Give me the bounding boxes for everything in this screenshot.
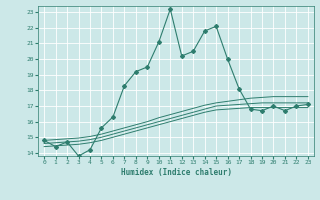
X-axis label: Humidex (Indice chaleur): Humidex (Indice chaleur) [121, 168, 231, 177]
